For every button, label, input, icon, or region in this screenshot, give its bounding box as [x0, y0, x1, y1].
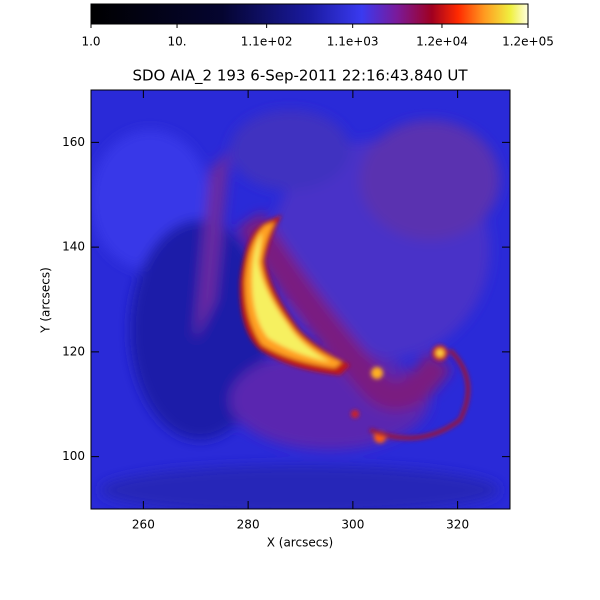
x-tick-label: 280 [237, 518, 260, 532]
y-tick-label: 120 [62, 344, 85, 358]
colorbar-tick-label: 1.0 [81, 35, 100, 49]
y-tick-label: 160 [62, 135, 85, 149]
y-tick-label: 100 [62, 449, 85, 463]
y-axis-label: Y (arcsecs) [39, 267, 53, 334]
colorbar-tick-label: 1.2e+04 [416, 35, 468, 49]
solar-image [91, 90, 510, 509]
chart-title: SDO AIA_2 193 6-Sep-2011 22:16:43.840 UT [132, 67, 468, 86]
plot-frame [90, 89, 511, 510]
colorbar-tick-label: 1.2e+05 [502, 35, 554, 49]
colorbar-tick-label: 10. [167, 35, 186, 49]
colorbar [90, 3, 529, 25]
x-tick-label: 300 [341, 518, 364, 532]
x-axis-label: X (arcsecs) [267, 536, 334, 550]
colorbar-tick-label: 1.1e+03 [327, 35, 379, 49]
y-tick-label: 140 [62, 240, 85, 254]
x-tick-label: 260 [132, 518, 155, 532]
x-tick-label: 320 [446, 518, 469, 532]
colorbar-tick-label: 1.1e+02 [241, 35, 293, 49]
